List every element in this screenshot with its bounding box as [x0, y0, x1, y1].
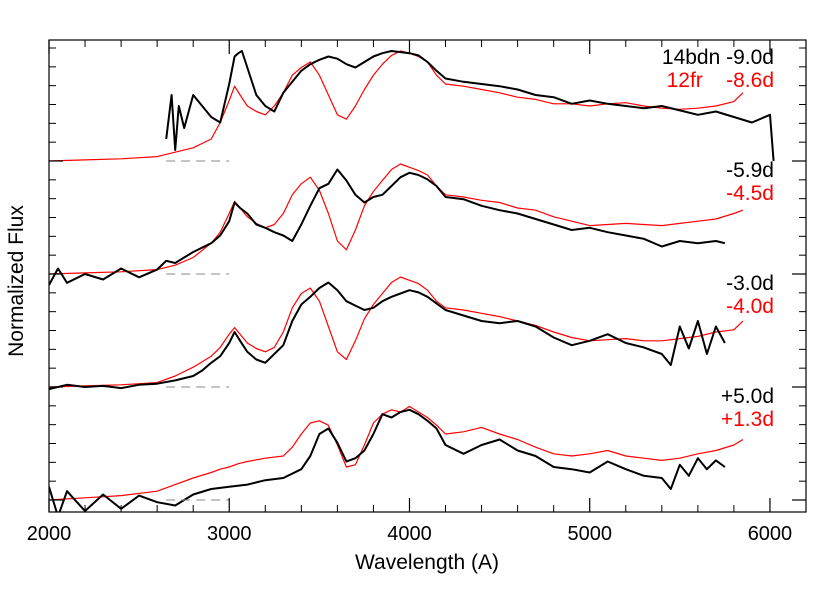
epoch-label: +5.0d — [721, 385, 774, 408]
x-tick-label: 5000 — [567, 523, 612, 545]
epoch-label: +1.3d — [721, 408, 774, 431]
x-tick-label: 6000 — [748, 523, 793, 545]
x-tick-label: 4000 — [387, 523, 432, 545]
series-line-14bdn — [49, 281, 726, 391]
series-layer — [49, 50, 775, 512]
series-line-12fr — [49, 163, 744, 275]
x-tick-label: 3000 — [207, 523, 252, 545]
epoch-label: -4.0d — [726, 295, 774, 318]
y-axis-title: Normalized Flux — [5, 205, 28, 357]
series-line-14bdn — [165, 50, 775, 162]
series-line-12fr — [49, 276, 744, 388]
series-line-12fr — [49, 405, 744, 501]
epoch-label: 12fr -8.6d — [667, 69, 774, 92]
plot-frame — [48, 39, 807, 513]
epoch-label: -3.0d — [726, 272, 774, 295]
series-line-12fr — [49, 50, 744, 162]
epoch-label: 14bdn -9.0d — [662, 46, 774, 69]
x-tick-label: 2000 — [27, 523, 72, 545]
series-line-14bdn — [49, 168, 726, 286]
epoch-label: -5.9d — [726, 159, 774, 182]
x-axis-title: Wavelength (A) — [355, 551, 499, 574]
series-line-14bdn — [49, 408, 726, 512]
tick-layer: 2000 3000 4000 5000 6000 — [27, 40, 806, 545]
baseline-layer — [166, 160, 230, 501]
epoch-label: -4.5d — [726, 182, 774, 205]
